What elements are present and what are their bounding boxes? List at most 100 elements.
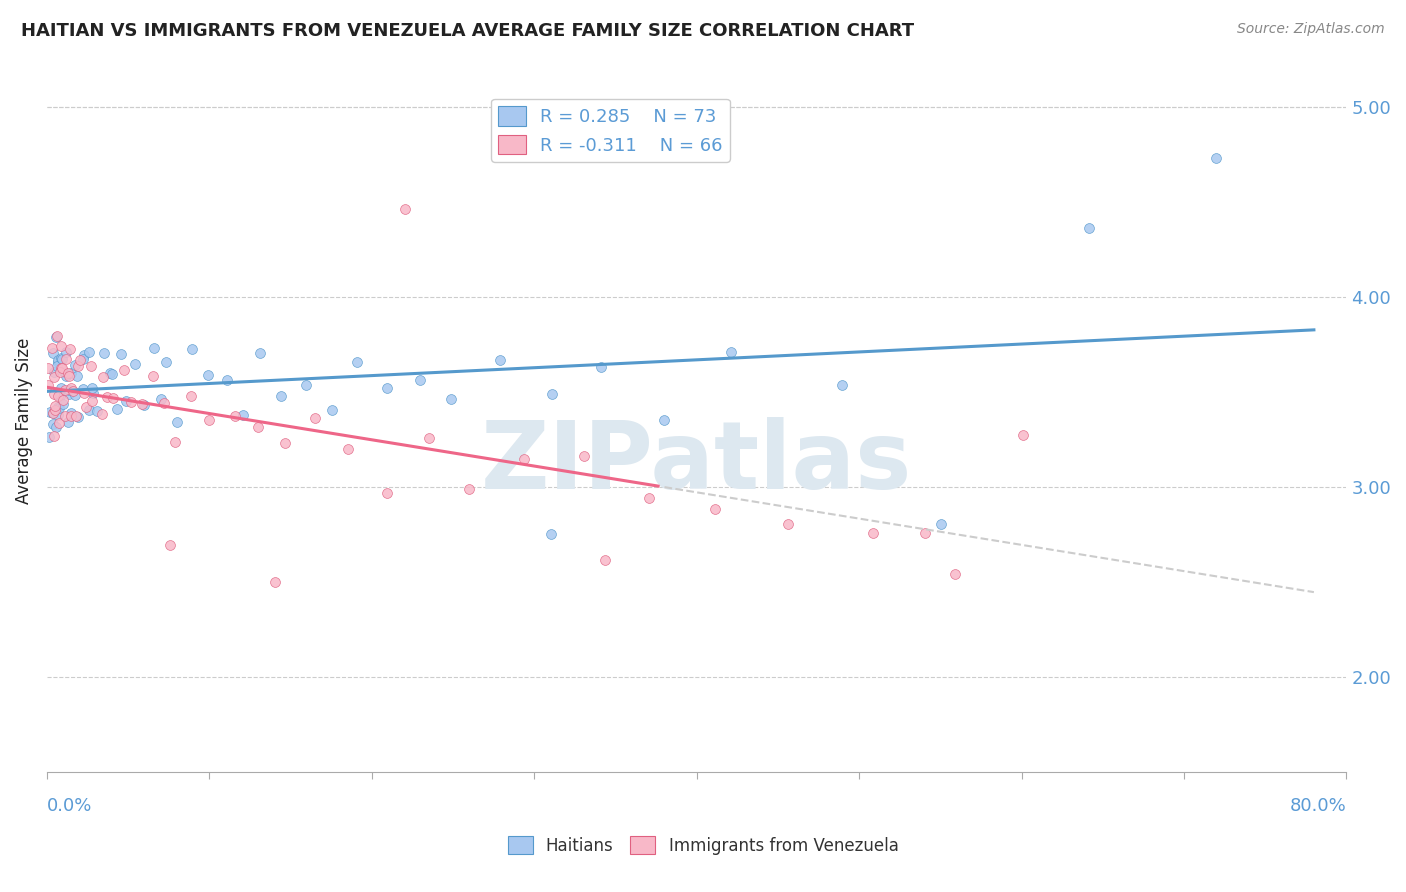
- Point: [540, 527, 562, 541]
- Point: [42, 429, 65, 443]
- Point: [80, 359, 103, 374]
- Point: [42, 386, 65, 401]
- Point: [93, 346, 115, 360]
- Point: [232, 409, 254, 423]
- Point: [321, 403, 343, 417]
- Point: [418, 431, 440, 445]
- Point: [44, 365, 66, 379]
- Point: [114, 393, 136, 408]
- Point: [637, 491, 659, 505]
- Point: [91, 369, 114, 384]
- Point: [77, 345, 100, 359]
- Point: [73, 348, 96, 362]
- Point: [49, 389, 72, 403]
- Point: [63, 358, 86, 372]
- Point: [52, 365, 75, 379]
- Point: [90, 407, 112, 421]
- Point: [58, 387, 80, 401]
- Point: [55, 368, 77, 383]
- Text: HAITIAN VS IMMIGRANTS FROM VENEZUELA AVERAGE FAMILY SIZE CORRELATION CHART: HAITIAN VS IMMIGRANTS FROM VENEZUELA AVE…: [21, 22, 914, 40]
- Point: [82, 385, 104, 400]
- Point: [132, 398, 155, 412]
- Point: [180, 389, 202, 403]
- Point: [103, 391, 125, 405]
- Point: [572, 449, 595, 463]
- Point: [720, 345, 742, 359]
- Point: [37, 377, 59, 392]
- Point: [55, 384, 77, 398]
- Point: [215, 374, 238, 388]
- Point: [120, 394, 142, 409]
- Point: [591, 359, 613, 374]
- Point: [48, 416, 70, 430]
- Point: [45, 359, 67, 373]
- Point: [46, 388, 69, 402]
- Point: [703, 502, 725, 516]
- Point: [247, 419, 270, 434]
- Point: [66, 368, 89, 383]
- Point: [595, 552, 617, 566]
- Point: [60, 381, 83, 395]
- Point: [112, 363, 135, 377]
- Point: [270, 389, 292, 403]
- Point: [49, 351, 72, 365]
- Point: [65, 409, 87, 423]
- Point: [46, 353, 69, 368]
- Text: 0.0%: 0.0%: [46, 797, 93, 815]
- Point: [51, 381, 73, 395]
- Point: [67, 410, 90, 425]
- Point: [56, 366, 79, 380]
- Point: [166, 415, 188, 429]
- Point: [101, 368, 124, 382]
- Point: [77, 402, 100, 417]
- Point: [44, 403, 66, 417]
- Point: [48, 401, 70, 416]
- Point: [60, 406, 83, 420]
- Point: [143, 341, 166, 355]
- Point: [264, 575, 287, 590]
- Point: [274, 436, 297, 450]
- Point: [62, 384, 84, 398]
- Point: [63, 388, 86, 402]
- Point: [181, 343, 204, 357]
- Point: [165, 434, 187, 449]
- Point: [69, 352, 91, 367]
- Text: ZIPatlas: ZIPatlas: [481, 417, 912, 508]
- Point: [42, 346, 65, 360]
- Point: [60, 366, 83, 380]
- Point: [540, 387, 562, 401]
- Point: [1078, 221, 1101, 235]
- Point: [150, 392, 173, 406]
- Point: [142, 368, 165, 383]
- Point: [46, 400, 69, 414]
- Point: [131, 397, 153, 411]
- Y-axis label: Average Family Size: Average Family Size: [15, 337, 32, 504]
- Point: [56, 415, 79, 429]
- Point: [49, 338, 72, 352]
- Point: [96, 390, 118, 404]
- Point: [394, 202, 416, 216]
- Point: [42, 369, 65, 384]
- Point: [51, 352, 73, 367]
- Point: [110, 347, 132, 361]
- Point: [82, 380, 104, 394]
- Point: [929, 516, 952, 531]
- Point: [295, 377, 318, 392]
- Point: [58, 383, 80, 397]
- Point: [409, 373, 432, 387]
- Point: [862, 526, 884, 541]
- Point: [488, 352, 510, 367]
- Point: [67, 359, 90, 374]
- Point: [776, 517, 799, 532]
- Point: [46, 354, 69, 368]
- Point: [513, 451, 536, 466]
- Point: [86, 404, 108, 418]
- Point: [46, 408, 69, 422]
- Legend: R = 0.285    N = 73, R = -0.311    N = 66: R = 0.285 N = 73, R = -0.311 N = 66: [491, 99, 730, 162]
- Point: [49, 366, 72, 380]
- Point: [42, 417, 65, 431]
- Text: 80.0%: 80.0%: [1289, 797, 1347, 815]
- Point: [159, 538, 181, 552]
- Point: [249, 346, 271, 360]
- Point: [60, 409, 83, 423]
